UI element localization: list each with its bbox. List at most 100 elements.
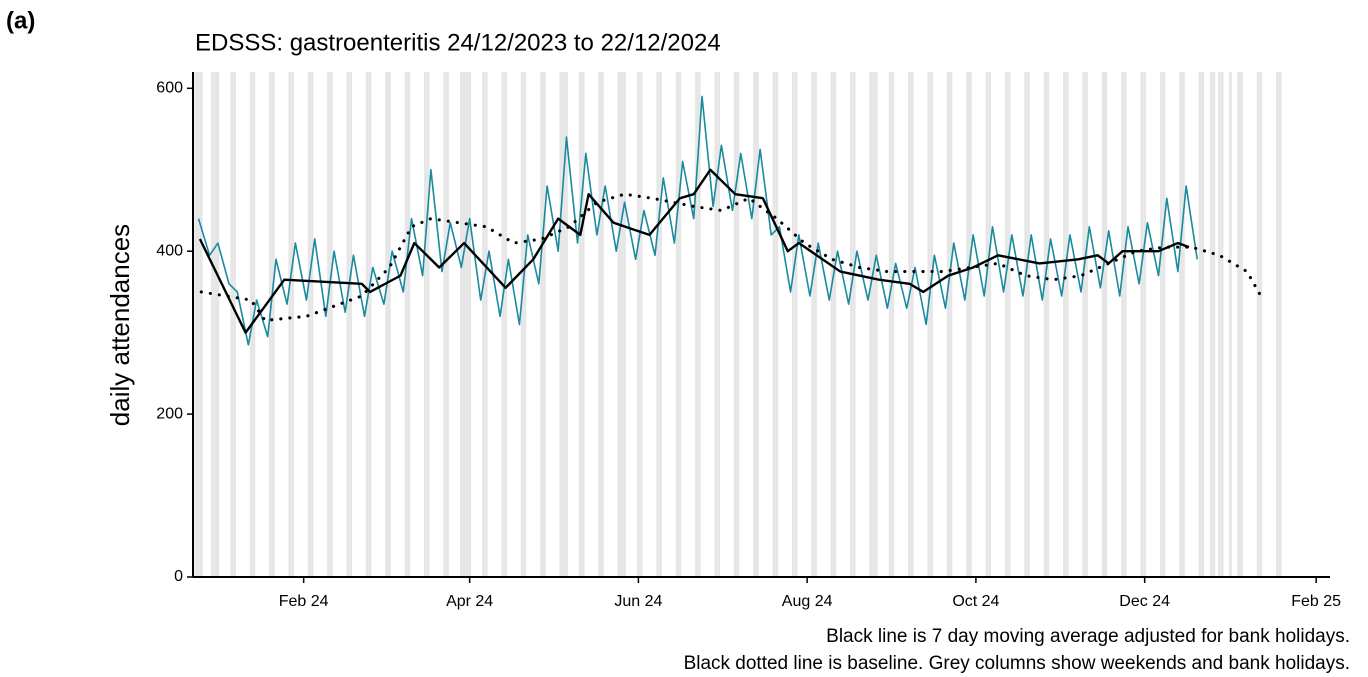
shade-column [949,72,953,577]
x-tick-label: Aug 24 [782,593,833,610]
shade-column [697,72,701,577]
shade-column [1229,72,1232,577]
shade-column [927,72,931,577]
shade-column [1046,72,1050,577]
series-line [199,192,1263,322]
series-line [197,95,1199,346]
shade-column [930,72,934,577]
shade-column [772,72,776,577]
shade-column [446,72,449,577]
shade-column [230,72,234,577]
caption: Black line is 7 day moving average adjus… [826,626,1350,647]
shade-column [349,72,353,577]
shade-column [210,72,214,577]
panel-label: (a) [6,7,35,34]
shade-column [288,72,292,577]
shade-column [714,72,718,577]
shade-column [269,72,272,577]
y-tick-label: 600 [156,80,183,97]
shade-column [755,72,759,577]
shade-column [197,72,200,577]
shade-column [985,72,989,577]
shade-column [1276,72,1279,577]
shade-column [346,72,350,577]
shade-column [1201,72,1205,577]
shade-column [791,72,795,577]
shade-column [1121,72,1124,577]
shade-column [874,72,878,577]
shade-column [1043,72,1047,577]
shade-column [213,72,217,577]
shade-column [675,72,679,577]
shade-column [736,72,740,577]
y-axis-label: daily attendances [105,224,135,426]
shade-column [199,72,203,577]
shade-column [637,72,640,577]
shade-column [523,72,527,577]
caption: Black dotted line is baseline. Grey colu… [684,653,1350,674]
y-tick-label: 0 [174,568,183,585]
x-tick-label: Dec 24 [1119,593,1170,610]
shade-column [1278,72,1282,577]
shade-column [1162,72,1166,577]
shade-column [872,72,875,577]
shade-column [794,72,798,577]
shade-column [578,72,582,577]
shade-column [850,72,853,577]
shade-column [639,72,643,577]
shade-column [617,72,621,577]
shade-column [1007,72,1011,577]
shade-column [830,72,834,577]
shade-column [482,72,485,577]
shade-column [968,72,972,577]
shade-column [852,72,856,577]
shade-column [1140,72,1144,577]
shade-column [1181,72,1185,577]
shade-column [1082,72,1086,577]
shade-column [833,72,837,577]
shade-column [565,72,568,577]
shade-column [1179,72,1182,577]
chart-title: EDSSS: gastroenteritis 24/12/2023 to 22/… [195,29,721,56]
shade-column [1159,72,1163,577]
shade-column [520,72,524,577]
shade-column [407,72,411,577]
shade-column [484,72,488,577]
shade-column [1217,72,1221,577]
shade-column [733,72,737,577]
shade-column [388,72,391,577]
shade-column [404,72,408,577]
shade-column [814,72,817,577]
shade-column [717,72,721,577]
shade-column [291,72,294,577]
shade-column [468,72,472,577]
shade-column [888,72,892,577]
shade-column [1063,72,1066,577]
shade-column [946,72,950,577]
shade-column [462,72,466,577]
shade-column [501,72,505,577]
shade-column [1209,72,1213,577]
shade-column [504,72,507,577]
shade-column [1101,72,1105,577]
shade-column [271,72,275,577]
shade-column [1143,72,1147,577]
shade-column [385,72,389,577]
shade-column [559,72,563,577]
shade-column [1024,72,1028,577]
shade-column [1123,72,1127,577]
shade-column [562,72,566,577]
shade-column [1240,72,1243,577]
shade-column [966,72,969,577]
shade-column [1259,72,1263,577]
shade-column [620,72,624,577]
shade-column [1027,72,1030,577]
shade-column [1237,72,1241,577]
shade-column [327,72,330,577]
shade-column [910,72,914,577]
shade-column [581,72,585,577]
shade-column [443,72,447,577]
shade-column [753,72,756,577]
x-tick-label: Feb 24 [279,593,329,610]
